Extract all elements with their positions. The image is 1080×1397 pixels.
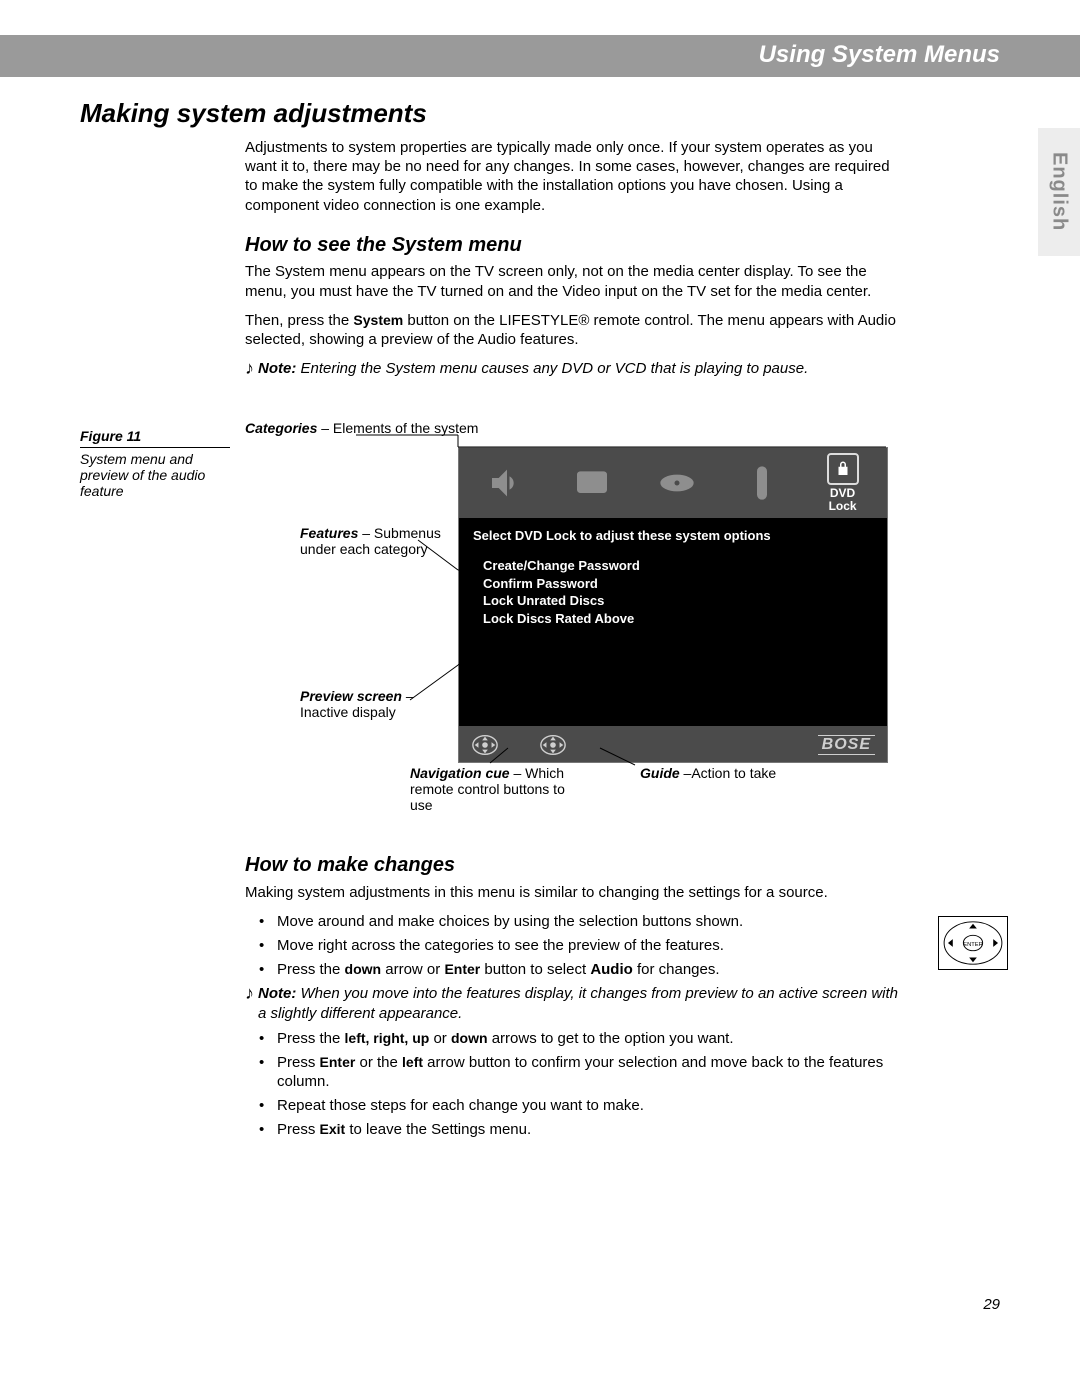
features-callout: Features – Submenus under each category (300, 525, 450, 557)
callout-desc: –Action to take (680, 765, 777, 781)
feature-item: Confirm Password (483, 575, 873, 593)
category-row: DVDLock (459, 448, 887, 518)
speaker-icon (487, 463, 527, 503)
bottom-bar: BOSE (459, 726, 887, 763)
note-text: Entering the System menu causes any DVD … (296, 360, 808, 377)
note-2: ♪ Note: When you move into the features … (245, 984, 905, 1022)
page-title: Making system adjustments (80, 98, 427, 129)
bose-logo: BOSE (818, 735, 875, 755)
section-heading-system-menu: How to see the System menu (245, 233, 905, 259)
tv-icon (572, 463, 612, 503)
bullet: Move right across the categories to see … (259, 936, 905, 955)
bullet: Repeat those steps for each change you w… (259, 1096, 905, 1115)
figure-title: Figure 11 (80, 428, 240, 444)
note-1: ♪ Note: Entering the System menu causes … (245, 359, 905, 378)
language-tab: English (1038, 128, 1080, 256)
section1-p1: The System menu appears on the TV screen… (245, 262, 905, 300)
remote-icon (742, 463, 782, 503)
section2-intro: Making system adjustments in this menu i… (245, 883, 905, 902)
note-label: Note: (258, 360, 296, 377)
feature-item: Create/Change Password (483, 557, 873, 575)
categories-callout: Categories – Elements of the system (245, 420, 478, 436)
system-menu-preview: DVDLock Select DVD Lock to adjust these … (458, 447, 888, 763)
bullet: Press Enter or the left arrow button to … (259, 1053, 905, 1091)
section-heading-changes: How to make changes (245, 853, 905, 879)
bullet-list-1: Move around and make choices by using th… (259, 912, 905, 980)
dpad-icon (539, 733, 567, 757)
feature-item: Lock Unrated Discs (483, 592, 873, 610)
text: Then, press the (245, 312, 353, 329)
feature-item: Lock Discs Rated Above (483, 610, 873, 628)
preview-callout: Preview screen – Inactive dispaly (300, 688, 450, 720)
callout-desc: – Elements of the system (317, 420, 478, 436)
dvd-lock-label: DVDLock (829, 487, 857, 513)
dvd-lock-category: DVDLock (827, 453, 859, 513)
preview-headline: Select DVD Lock to adjust these system o… (473, 528, 873, 543)
disc-icon (657, 463, 697, 503)
figure-caption: System menu and preview of the audio fea… (80, 451, 240, 499)
bullet-list-2: Press the left, right, up or down arrows… (259, 1029, 905, 1140)
callout-label: Categories (245, 420, 317, 436)
guide-callout: Guide –Action to take (640, 765, 800, 781)
note-icon: ♪ (245, 984, 254, 1002)
lock-icon (834, 460, 852, 478)
language-tab-label: English (1048, 152, 1071, 231)
section1-p2: Then, press the System button on the LIF… (245, 311, 905, 349)
callout-label: Navigation cue (410, 765, 510, 781)
page-number: 29 (983, 1296, 1000, 1313)
svg-text:ENTER: ENTER (963, 942, 983, 948)
remote-dpad-illustration: ENTER (938, 916, 1008, 970)
dpad-icon (471, 733, 499, 757)
bullet: Press the down arrow or Enter button to … (259, 960, 905, 979)
callout-label: Preview screen (300, 688, 402, 704)
note-label: Note: (258, 985, 296, 1002)
bullet: Move around and make choices by using th… (259, 912, 905, 931)
bullet: Press the left, right, up or down arrows… (259, 1029, 905, 1048)
nav-icons (471, 733, 567, 757)
nav-cue-callout: Navigation cue – Which remote control bu… (410, 765, 570, 813)
chapter-title: Using System Menus (759, 41, 1000, 69)
bullet: Press Exit to leave the Settings menu. (259, 1120, 905, 1139)
callout-label: Features (300, 525, 358, 541)
audio-bold: Audio (590, 961, 633, 978)
system-button-text: System (353, 312, 403, 328)
note-text: When you move into the features display,… (258, 985, 898, 1021)
divider (80, 447, 230, 448)
how-to-make-changes: How to make changes Making system adjust… (245, 835, 905, 1145)
note-icon: ♪ (245, 359, 254, 377)
lock-icon-frame (827, 453, 859, 485)
preview-body: Select DVD Lock to adjust these system o… (459, 518, 887, 726)
content-column: Adjustments to system properties are typ… (245, 138, 905, 384)
header-bar: Using System Menus (0, 35, 1080, 77)
intro-paragraph: Adjustments to system properties are typ… (245, 138, 905, 215)
figure-label: Figure 11 System menu and preview of the… (80, 428, 240, 499)
callout-label: Guide (640, 765, 680, 781)
